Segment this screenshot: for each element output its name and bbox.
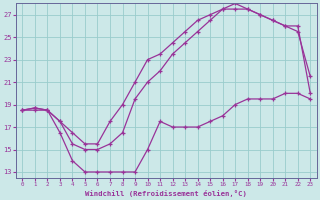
X-axis label: Windchill (Refroidissement éolien,°C): Windchill (Refroidissement éolien,°C) (85, 190, 247, 197)
